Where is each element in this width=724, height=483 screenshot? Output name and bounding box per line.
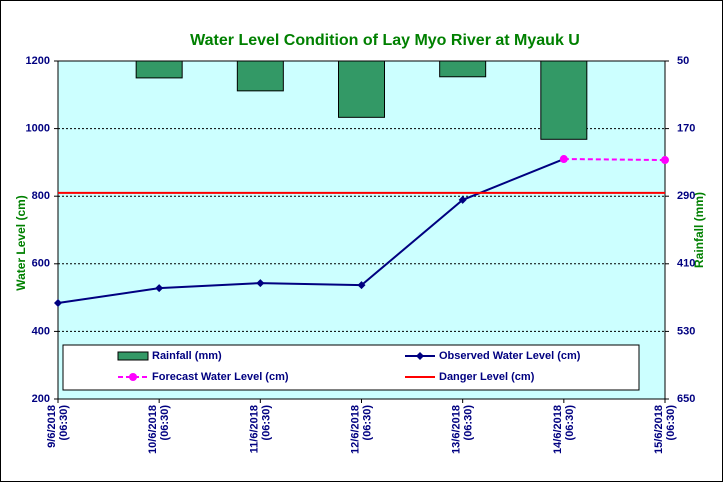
marker: [357, 281, 366, 290]
x-tick-label: 11/6/2018(06:30): [248, 405, 272, 454]
legend-label: Observed Water Level (cm): [439, 350, 581, 362]
legend-marker: [416, 352, 424, 360]
plot-layer: [135, 61, 588, 140]
x-tick-label: 13/6/2018(06:30): [451, 405, 475, 454]
x-tick-label: 9/6/2018(06:30): [46, 405, 70, 448]
x-tick-label: 10/6/2018(06:30): [147, 405, 171, 454]
legend-swatch: [117, 351, 149, 361]
x-tick-group: 13/6/2018(06:30): [451, 405, 475, 454]
bar: [540, 61, 588, 140]
marker: [54, 299, 62, 308]
legend: [62, 344, 640, 391]
y2-tick-label: 530: [677, 325, 695, 337]
legend-label: Rainfall (mm): [152, 350, 222, 362]
marker: [661, 156, 669, 165]
y2-axis-title: Rainfall (mm): [692, 192, 706, 268]
marker: [256, 279, 265, 288]
bar: [236, 61, 284, 92]
x-tick-group: 15/6/2018(06:30): [653, 405, 677, 454]
y2-tick-label: 50: [677, 55, 689, 67]
x-tick-label: 14/6/2018(06:30): [552, 405, 576, 454]
x-tick-group: 12/6/2018(06:30): [349, 405, 373, 454]
y-tick-label: 800: [32, 190, 50, 202]
y2-tick-label: 410: [677, 258, 695, 270]
bar: [439, 61, 487, 78]
y-tick-label: 600: [32, 258, 50, 270]
chart-title: Water Level Condition of Lay Myo River a…: [190, 32, 580, 49]
x-tick-group: 10/6/2018(06:30): [147, 405, 171, 454]
x-tick-group: 14/6/2018(06:30): [552, 405, 576, 454]
marker: [559, 155, 568, 164]
bar: [135, 61, 183, 79]
legend-label: Forecast Water Level (cm): [152, 371, 289, 383]
y2-tick-label: 650: [677, 393, 695, 405]
legend-marker: [129, 373, 137, 381]
x-tick-group: 9/6/2018(06:30): [46, 405, 70, 448]
y2-tick-label: 290: [677, 190, 695, 202]
y-tick-label: 1200: [26, 55, 50, 67]
y-tick-label: 200: [32, 393, 50, 405]
bar: [338, 61, 385, 118]
y-tick-label: 400: [32, 325, 50, 337]
x-tick-label: 12/6/2018(06:30): [349, 405, 373, 454]
y-tick-label: 1000: [26, 123, 50, 135]
x-tick-group: 11/6/2018(06:30): [248, 405, 272, 454]
y2-tick-label: 170: [677, 123, 695, 135]
y-axis-title: Water Level (cm): [14, 195, 28, 291]
marker: [458, 195, 467, 204]
legend-label: Danger Level (cm): [439, 371, 535, 383]
series-line: [563, 158, 666, 162]
x-tick-label: 15/6/2018(06:30): [653, 405, 677, 454]
marker: [155, 284, 164, 293]
